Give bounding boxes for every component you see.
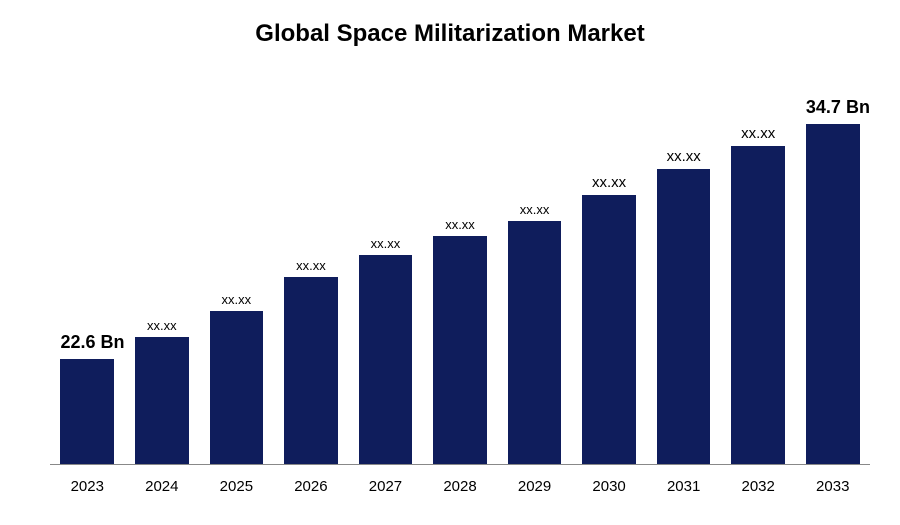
bar-value-label: xx.xx [135,318,189,333]
bar-value-label: 22.6 Bn [60,332,114,353]
x-axis-label: 2028 [423,478,498,495]
bar-group: 34.7 Bn [795,90,870,464]
bar-rect: xx.xx [135,337,189,464]
x-axis-label: 2023 [50,478,125,495]
bar-value-label: xx.xx [657,148,711,165]
x-axis-label: 2032 [721,478,796,495]
bar-rect: xx.xx [508,221,562,464]
bar-rect: xx.xx [582,195,636,464]
bar-group: xx.xx [125,90,200,464]
bar-value-label: xx.xx [210,292,264,307]
chart-title: Global Space Militarization Market [0,0,900,48]
bar-rect: xx.xx [210,311,264,464]
bar-value-label: xx.xx [433,217,487,232]
bars-container: 22.6 Bn xx.xx xx.xx xx.xx xx.xx xx.xx xx.xx xx.… [50,90,870,464]
bar-value-label: xx.xx [284,258,338,273]
bar-group: xx.xx [721,90,796,464]
bar-rect: 34.7 Bn [806,124,860,464]
bar-rect: xx.xx [359,255,413,464]
x-axis-label: 2025 [199,478,274,495]
bar-group: xx.xx [497,90,572,464]
x-axis: 2023202420252026202720282029203020312032… [50,478,870,495]
bar-group: xx.xx [348,90,423,464]
bar-group: xx.xx [199,90,274,464]
bar-group: xx.xx [423,90,498,464]
x-axis-label: 2029 [497,478,572,495]
bar-rect: xx.xx [731,146,785,464]
bar-rect: xx.xx [657,169,711,464]
x-axis-label: 2031 [646,478,721,495]
bar-rect: 22.6 Bn [60,359,114,464]
x-axis-label: 2024 [125,478,200,495]
bar-value-label: xx.xx [359,236,413,251]
bar-value-label: xx.xx [731,125,785,142]
x-axis-label: 2026 [274,478,349,495]
bar-value-label: 34.7 Bn [806,97,860,118]
bar-rect: xx.xx [284,277,338,464]
bar-group: 22.6 Bn [50,90,125,464]
x-axis-label: 2033 [795,478,870,495]
bar-rect: xx.xx [433,236,487,464]
x-axis-label: 2030 [572,478,647,495]
x-axis-label: 2027 [348,478,423,495]
bar-group: xx.xx [274,90,349,464]
chart-plot-area: 22.6 Bn xx.xx xx.xx xx.xx xx.xx xx.xx xx.xx xx.… [50,90,870,465]
bar-group: xx.xx [572,90,647,464]
bar-value-label: xx.xx [508,202,562,217]
bar-group: xx.xx [646,90,721,464]
bar-value-label: xx.xx [582,174,636,191]
